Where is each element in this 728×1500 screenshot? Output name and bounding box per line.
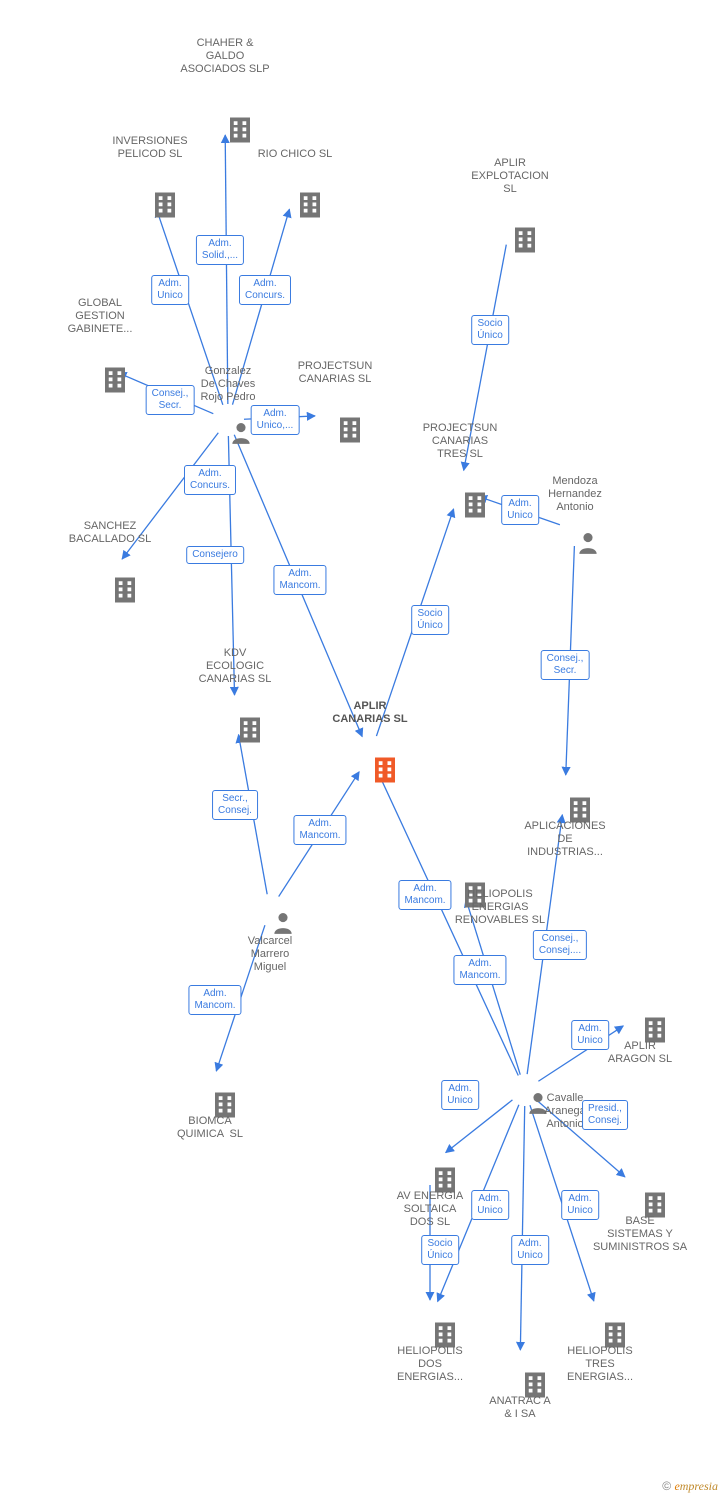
edge-label: Adm. Mancom. [293, 815, 346, 845]
edge [225, 135, 228, 404]
edge [464, 245, 507, 471]
edge [466, 899, 520, 1075]
edge-label: Adm. Unico [151, 275, 189, 305]
edge-label: Adm. Concurs. [184, 465, 236, 495]
edge-label: Socio Único [421, 1235, 459, 1265]
edge [520, 1106, 524, 1350]
network-canvas [0, 0, 728, 1500]
copyright-symbol: © [662, 1479, 671, 1493]
edge-label: Adm. Mancom. [398, 880, 451, 910]
brand-name: mpresia [680, 1479, 718, 1493]
footer: © empresia [662, 1479, 718, 1494]
edge-label: Consej., Secr. [541, 650, 590, 680]
edge [122, 433, 218, 559]
edge-label: Adm. Mancom. [273, 565, 326, 595]
edge-label: Socio Único [411, 605, 449, 635]
edge-label: Adm. Solid.,... [196, 235, 244, 265]
edge-label: Presid., Consej. [582, 1100, 628, 1130]
edge-label: Socio Único [471, 315, 509, 345]
edge-label: Consejero [186, 546, 244, 564]
edge-label: Adm. Concurs. [239, 275, 291, 305]
edge-label: Adm. Unico [511, 1235, 549, 1265]
edge-label: Adm. Mancom. [453, 955, 506, 985]
edge-label: Consej., Consej.... [533, 930, 587, 960]
edge-label: Adm. Mancom. [188, 985, 241, 1015]
edge [378, 773, 518, 1075]
edge-label: Secr., Consej. [212, 790, 258, 820]
edge-label: Adm. Unico [571, 1020, 609, 1050]
edge-label: Adm. Unico [561, 1190, 599, 1220]
edge-label: Adm. Unico [471, 1190, 509, 1220]
edge-label: Adm. Unico [501, 495, 539, 525]
edge-label: Adm. Unico,... [251, 405, 300, 435]
edge-label: Consej., Secr. [146, 385, 195, 415]
edge-label: Adm. Unico [441, 1080, 479, 1110]
